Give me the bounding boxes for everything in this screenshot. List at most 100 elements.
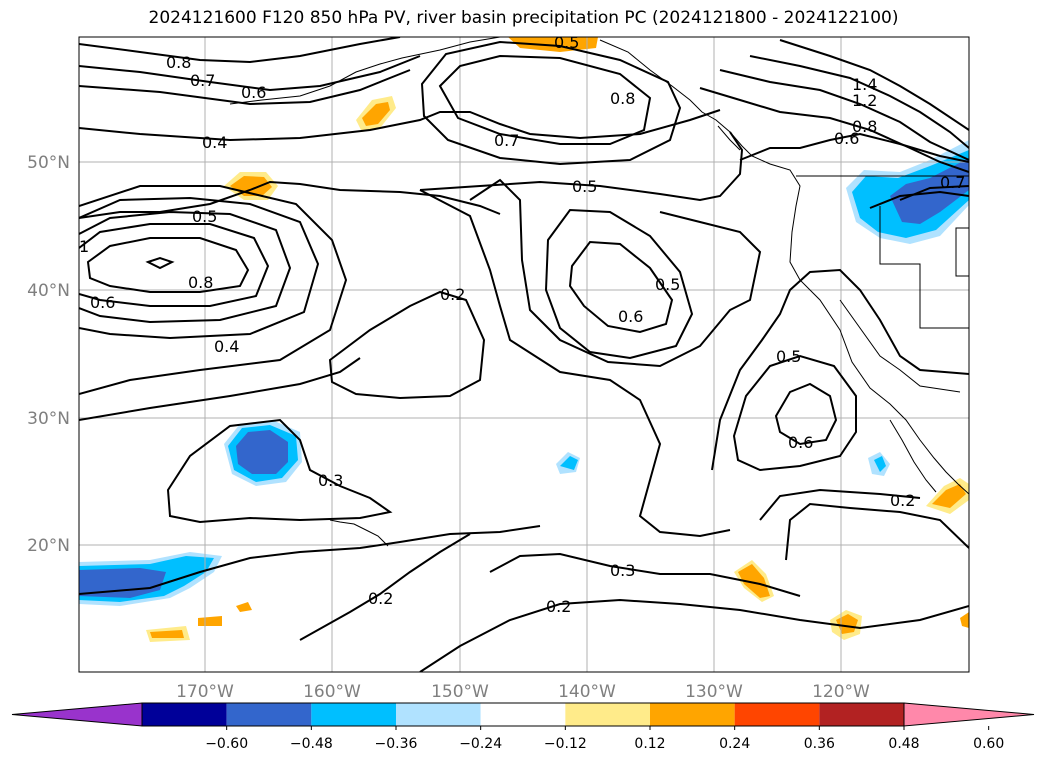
pv-contour xyxy=(79,37,401,64)
map-title: 2024121600 F120 850 hPa PV, river basin … xyxy=(148,8,899,28)
contour-label: 0.5 xyxy=(572,177,597,196)
map-panel: 0.8 0.7 0.6 0.4 0.5 0.7 0.8 0.5 1.4 1.2 … xyxy=(78,33,970,673)
contour-label: 0.8 xyxy=(610,89,635,108)
coastline-detail xyxy=(717,125,741,151)
contour-label: 0.6 xyxy=(241,83,266,102)
precip-positive-region xyxy=(150,630,184,638)
colorbar-swatch xyxy=(650,703,735,726)
pv-contours xyxy=(79,37,969,672)
contour-label: 0.2 xyxy=(546,597,571,616)
precip-positive-region xyxy=(508,37,598,52)
graticule xyxy=(79,37,969,672)
contour-label: 0.6 xyxy=(834,129,859,148)
colorbar-swatch xyxy=(565,703,650,726)
north-america-coastline xyxy=(599,39,969,495)
colorbar-tick-label: −0.24 xyxy=(459,736,502,752)
pv-contour xyxy=(79,55,421,92)
pv-contour xyxy=(420,40,682,166)
pv-contour xyxy=(438,54,652,145)
lon-labels: 170°W 160°W 150°W 140°W 130°W 120°W xyxy=(176,682,870,702)
contour-label: 0.2 xyxy=(890,491,915,510)
contour-label: 0.5 xyxy=(192,207,217,226)
precip-positive-region xyxy=(362,102,390,126)
lat-labels: 50°N 40°N 30°N 20°N xyxy=(27,153,70,556)
colorbar-extend-low xyxy=(11,702,143,727)
colorbar-swatch xyxy=(226,703,312,726)
pv-contour xyxy=(79,180,501,219)
pv-contour xyxy=(719,69,969,161)
contour-label: 0.6 xyxy=(788,433,813,452)
pv-contour xyxy=(419,131,744,202)
precip-positive-region xyxy=(738,564,770,598)
pv-contour xyxy=(79,210,292,324)
colorbar-swatch xyxy=(142,703,227,726)
colorbar-tick-label: −0.12 xyxy=(544,736,587,752)
pv-contour xyxy=(869,190,969,209)
pv-contour xyxy=(86,237,250,293)
pv-contour xyxy=(732,354,857,472)
colorbar-tick-label: 0.48 xyxy=(888,736,919,752)
contour-label: 0.2 xyxy=(368,589,393,608)
colorbar-tick-label: 0.12 xyxy=(634,736,665,752)
pv-contour xyxy=(299,533,471,641)
pv-contour xyxy=(699,87,969,173)
contour-label: 1.4 xyxy=(852,75,877,94)
colorbar-tick-label: 0.60 xyxy=(973,736,1004,752)
colorbar-swatch xyxy=(396,703,481,726)
precip-positive-region xyxy=(960,612,969,628)
pv-contour xyxy=(469,178,762,368)
lon-label: 120°W xyxy=(812,682,870,702)
pv-contour xyxy=(785,502,969,561)
lat-label: 50°N xyxy=(27,153,70,173)
lon-label: 170°W xyxy=(176,682,234,702)
alaska-coastline xyxy=(229,37,501,105)
pv-contour xyxy=(711,268,969,471)
contour-label: 0.7 xyxy=(494,131,519,150)
colorbar-tick-label: −0.48 xyxy=(290,736,333,752)
contour-label: 0.8 xyxy=(852,117,877,136)
pv-contour xyxy=(79,223,270,307)
colorbar-tick-label: −0.60 xyxy=(205,736,248,752)
pv-contour xyxy=(749,55,969,149)
precip-negative-region xyxy=(890,158,969,224)
contour-label: 0.5 xyxy=(655,275,680,294)
colorbar-tick-label: 0.24 xyxy=(719,736,750,752)
pv-contour xyxy=(779,39,969,131)
precip-positive-region xyxy=(236,602,252,612)
coastlines xyxy=(229,37,969,547)
pv-contour xyxy=(79,69,411,106)
precip-negative-region xyxy=(560,456,578,470)
pv-contour xyxy=(79,525,541,595)
contour-labels: 0.8 0.7 0.6 0.4 0.5 0.7 0.8 0.5 1.4 1.2 … xyxy=(79,33,965,616)
pv-contour xyxy=(328,290,486,400)
contour-label: 0.8 xyxy=(166,53,191,72)
state-borders xyxy=(879,206,969,329)
lon-label: 130°W xyxy=(685,682,743,702)
baja-coastline xyxy=(889,419,937,493)
contour-label: 0.6 xyxy=(90,293,115,312)
contour-label: 0.2 xyxy=(440,285,465,304)
contour-label: 0.7 xyxy=(940,173,965,192)
contour-label: 1.2 xyxy=(852,91,877,110)
pv-contour xyxy=(739,132,969,163)
pv-contour xyxy=(79,357,361,421)
contour-label: 0.5 xyxy=(554,33,579,52)
contour-label: 0.8 xyxy=(188,273,213,292)
colorbar-tick-label: −0.36 xyxy=(375,736,418,752)
lon-label: 140°W xyxy=(558,682,616,702)
precip-negative-region xyxy=(874,456,886,472)
colorbar-tick-label: 0.36 xyxy=(804,736,835,752)
colorbar-frame xyxy=(141,702,905,727)
lat-label: 30°N xyxy=(27,409,70,429)
pv-contour xyxy=(759,488,921,521)
colorbar: −0.60 −0.48 −0.36 −0.24 −0.12 0.12 0.24 0.36 0.4… xyxy=(11,702,1035,752)
colorbar-swatch xyxy=(734,703,820,726)
precip-negative-region xyxy=(236,430,288,474)
hawaii-islands xyxy=(329,519,389,547)
contour-label: 0.4 xyxy=(202,133,227,152)
pv-contour xyxy=(145,256,175,270)
contour-label: 1 xyxy=(79,237,89,256)
state-borders xyxy=(955,227,969,277)
contour-label: 0.7 xyxy=(190,71,215,90)
lon-label: 160°W xyxy=(303,682,361,702)
